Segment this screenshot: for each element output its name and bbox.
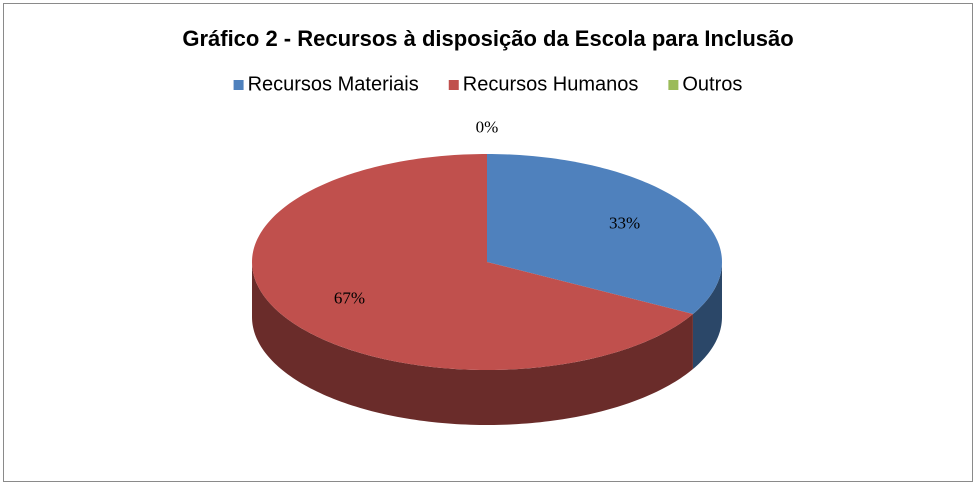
- legend-swatch: [448, 80, 459, 90]
- chart-title: Gráfico 2 - Recursos à disposição da Esc…: [182, 26, 793, 51]
- pie-tops: [252, 154, 722, 370]
- legend-swatch: [668, 80, 679, 90]
- pie-sides: [252, 262, 722, 425]
- value-label: 0%: [476, 117, 499, 136]
- slice-side: [692, 262, 722, 370]
- legend-swatch: [233, 80, 244, 90]
- legend-label: Outros: [682, 73, 742, 95]
- legend-label: Recursos Humanos: [463, 73, 639, 95]
- slice-side: [252, 262, 693, 425]
- value-label: 67%: [334, 288, 365, 307]
- slice: [487, 154, 722, 315]
- value-label: 33%: [609, 214, 640, 233]
- legend-label: Recursos Materiais: [248, 73, 419, 95]
- slice: [252, 154, 693, 370]
